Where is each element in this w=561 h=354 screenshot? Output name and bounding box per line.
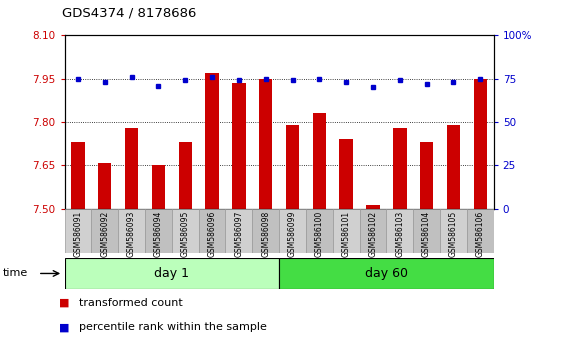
Bar bbox=[393, 128, 407, 209]
Bar bbox=[286, 125, 299, 209]
Bar bbox=[98, 162, 112, 209]
Bar bbox=[199, 209, 226, 253]
Bar bbox=[279, 258, 494, 289]
Bar bbox=[339, 139, 353, 209]
Bar bbox=[226, 209, 252, 253]
Text: GSM586096: GSM586096 bbox=[208, 211, 217, 257]
Bar bbox=[91, 209, 118, 253]
Bar bbox=[413, 209, 440, 253]
Bar bbox=[306, 209, 333, 253]
Text: day 60: day 60 bbox=[365, 267, 408, 280]
Text: GSM586103: GSM586103 bbox=[396, 211, 404, 257]
Bar bbox=[473, 79, 487, 209]
Text: GSM586094: GSM586094 bbox=[154, 211, 163, 257]
Text: percentile rank within the sample: percentile rank within the sample bbox=[79, 322, 266, 332]
Bar bbox=[447, 125, 460, 209]
Bar bbox=[65, 209, 91, 253]
Bar bbox=[71, 142, 85, 209]
Bar bbox=[65, 258, 279, 289]
Text: GSM586104: GSM586104 bbox=[422, 211, 431, 257]
Bar bbox=[333, 209, 360, 253]
Text: GSM586100: GSM586100 bbox=[315, 211, 324, 257]
Bar bbox=[366, 205, 380, 209]
Text: GSM586095: GSM586095 bbox=[181, 211, 190, 257]
Bar bbox=[467, 209, 494, 253]
Bar bbox=[360, 209, 387, 253]
Bar bbox=[259, 79, 273, 209]
Text: GSM586091: GSM586091 bbox=[73, 211, 82, 257]
Bar bbox=[118, 209, 145, 253]
Text: ■: ■ bbox=[59, 298, 70, 308]
Text: GSM586102: GSM586102 bbox=[369, 211, 378, 257]
Bar bbox=[232, 83, 246, 209]
Text: day 1: day 1 bbox=[154, 267, 189, 280]
Text: GSM586098: GSM586098 bbox=[261, 211, 270, 257]
Text: time: time bbox=[3, 268, 28, 279]
Text: GSM586092: GSM586092 bbox=[100, 211, 109, 257]
Bar bbox=[312, 114, 326, 209]
Text: GSM586093: GSM586093 bbox=[127, 211, 136, 257]
Bar bbox=[151, 166, 165, 209]
Text: GSM586105: GSM586105 bbox=[449, 211, 458, 257]
Bar bbox=[145, 209, 172, 253]
Text: GSM586101: GSM586101 bbox=[342, 211, 351, 257]
Bar bbox=[387, 209, 413, 253]
Bar bbox=[125, 128, 138, 209]
Bar bbox=[172, 209, 199, 253]
Text: GSM586099: GSM586099 bbox=[288, 211, 297, 257]
Text: transformed count: transformed count bbox=[79, 298, 182, 308]
Bar bbox=[440, 209, 467, 253]
Bar bbox=[420, 142, 433, 209]
Text: GSM586106: GSM586106 bbox=[476, 211, 485, 257]
Bar bbox=[178, 142, 192, 209]
Bar bbox=[279, 209, 306, 253]
Text: GDS4374 / 8178686: GDS4374 / 8178686 bbox=[62, 6, 196, 19]
Text: ■: ■ bbox=[59, 322, 70, 332]
Text: GSM586097: GSM586097 bbox=[234, 211, 243, 257]
Bar bbox=[205, 73, 219, 209]
Bar bbox=[252, 209, 279, 253]
